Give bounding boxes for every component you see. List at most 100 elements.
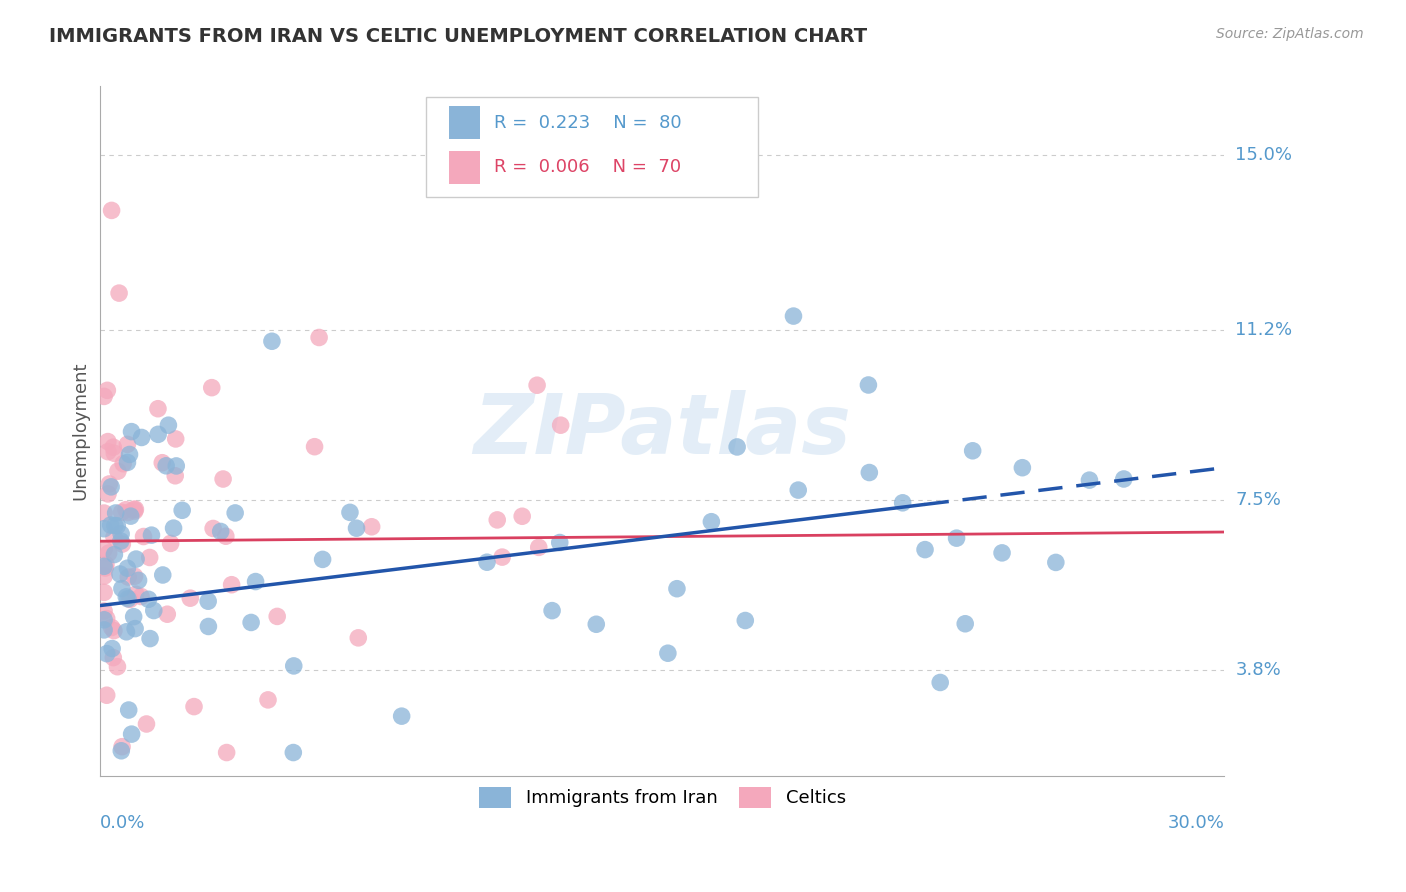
Point [107, 659, 129, 673]
Point [107, 464, 129, 478]
Point [283, 746, 305, 760]
Point [96, 384, 118, 398]
Point [121, 425, 143, 439]
Point [110, 527, 132, 541]
Point [93, 585, 115, 599]
Point [311, 552, 333, 566]
Point [787, 483, 810, 497]
Point [115, 502, 138, 516]
Point [142, 603, 165, 617]
Point [124, 502, 146, 516]
Point [155, 458, 177, 473]
Point [202, 521, 225, 535]
Point [97, 444, 120, 458]
Point [197, 619, 219, 633]
Point [100, 620, 122, 634]
Point [111, 582, 134, 596]
Point [339, 505, 361, 519]
Point [257, 693, 280, 707]
Point [212, 472, 235, 486]
Point [93, 569, 115, 583]
Point [486, 513, 509, 527]
Point [548, 535, 571, 549]
FancyBboxPatch shape [426, 96, 758, 196]
Point [165, 468, 187, 483]
Point [1045, 556, 1067, 570]
Point [93, 623, 115, 637]
Text: 3.8%: 3.8% [1236, 661, 1281, 679]
Point [104, 506, 127, 520]
Point [93, 559, 115, 574]
Point [97, 487, 120, 501]
Point [162, 521, 184, 535]
Point [700, 515, 723, 529]
Point [108, 286, 131, 301]
Point [96, 611, 118, 625]
Text: R =  0.006    N =  70: R = 0.006 N = 70 [494, 159, 681, 177]
Point [891, 496, 914, 510]
Point [93, 613, 115, 627]
Point [121, 727, 143, 741]
Text: 0.0%: 0.0% [100, 814, 146, 832]
Point [914, 542, 936, 557]
Point [221, 578, 243, 592]
Point [122, 609, 145, 624]
Point [111, 537, 134, 551]
Point [111, 739, 134, 754]
Point [118, 592, 141, 607]
Text: Source: ZipAtlas.com: Source: ZipAtlas.com [1216, 27, 1364, 41]
Point [118, 703, 141, 717]
Text: 11.2%: 11.2% [1236, 321, 1292, 339]
Point [991, 546, 1014, 560]
Point [122, 502, 145, 516]
Point [93, 522, 115, 536]
Point [97, 434, 120, 449]
Point [858, 378, 880, 392]
Point [139, 632, 162, 646]
Point [96, 647, 118, 661]
Point [104, 518, 127, 533]
Point [953, 616, 976, 631]
Point [945, 531, 967, 545]
Point [141, 528, 163, 542]
Point [100, 518, 122, 533]
Point [308, 330, 330, 344]
Point [124, 569, 146, 583]
Point [100, 203, 122, 218]
Point [197, 594, 219, 608]
Point [541, 604, 564, 618]
Point [132, 529, 155, 543]
Point [105, 518, 128, 533]
Point [929, 675, 952, 690]
Point [129, 590, 152, 604]
Point [125, 587, 148, 601]
Point [93, 506, 115, 520]
Point [858, 466, 880, 480]
Point [527, 541, 550, 555]
Point [117, 570, 139, 584]
Point [510, 509, 533, 524]
Point [146, 401, 169, 416]
Point [146, 427, 169, 442]
Point [260, 334, 283, 349]
Point [125, 552, 148, 566]
Point [156, 607, 179, 622]
Text: 30.0%: 30.0% [1167, 814, 1225, 832]
Point [124, 504, 146, 518]
Point [93, 542, 115, 557]
Point [138, 550, 160, 565]
Point [115, 624, 138, 639]
Point [1078, 473, 1101, 487]
Point [108, 567, 131, 582]
Point [491, 550, 513, 565]
Point [209, 524, 232, 539]
Point [179, 591, 201, 606]
Point [283, 659, 305, 673]
Point [135, 717, 157, 731]
Point [117, 437, 139, 451]
Point [347, 631, 370, 645]
Point [117, 506, 139, 520]
Point [962, 443, 984, 458]
Point [266, 609, 288, 624]
Point [245, 574, 267, 589]
